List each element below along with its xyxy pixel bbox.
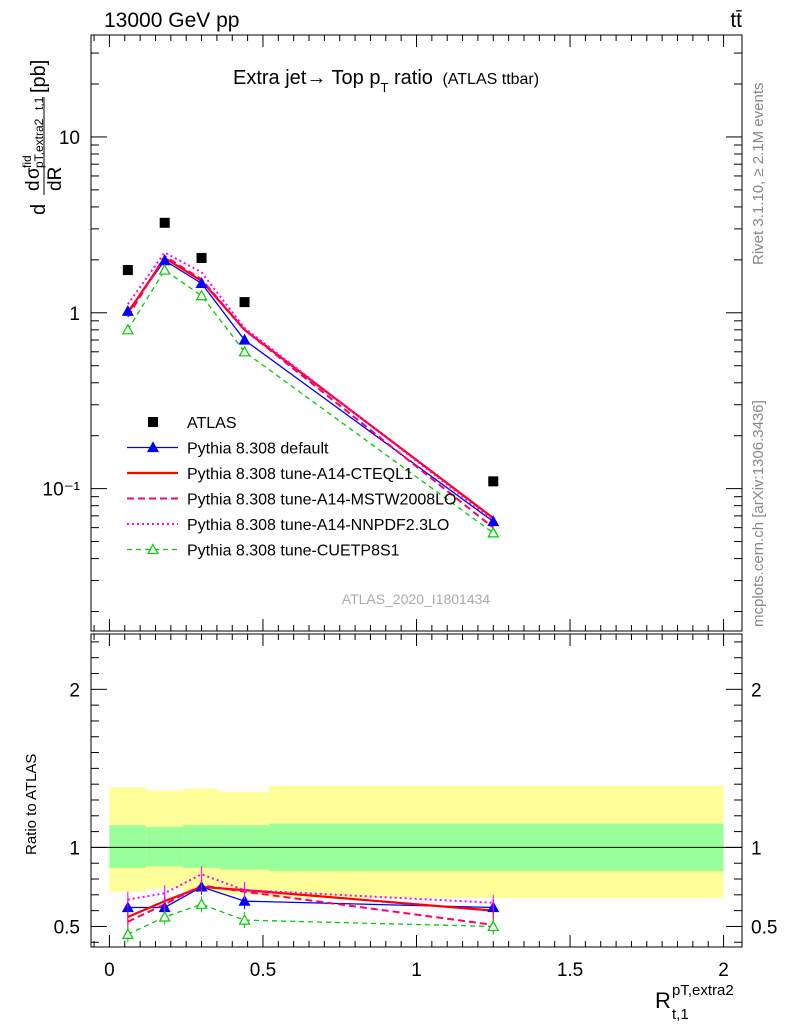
x-label-main: R xyxy=(655,988,671,1013)
tick-labels: 0 0.5 1 1.5 2 10⁻¹ 1 10 0.5 0.5 1 1 2 2 xyxy=(43,128,778,981)
inner-band-bin xyxy=(183,825,220,868)
series-marker xyxy=(238,894,251,906)
uncertainty-bands xyxy=(91,785,742,898)
legend: ATLAS Pythia 8.308 default Pythia 8.308 tu… xyxy=(127,415,456,560)
x-tick-label: 0 xyxy=(104,960,115,981)
svg-text:t,1: t,1 xyxy=(32,96,46,110)
x-axis-label: R pT,extra2 t,1 xyxy=(655,982,734,1023)
svg-text:fid: fid xyxy=(20,155,34,168)
legend-entry: Pythia 8.308 tune-A14-CTEQL1 xyxy=(127,466,413,483)
atlas-data-point xyxy=(122,265,133,276)
ratio-y-tick-label-right: 2 xyxy=(751,680,762,701)
legend-entry: Pythia 8.308 tune-CUETP8S1 xyxy=(127,543,400,560)
atlas-data-point xyxy=(159,217,170,228)
series-marker xyxy=(487,515,500,527)
svg-text:[pb]: [pb] xyxy=(28,60,50,93)
legend-label: Pythia 8.308 tune-A14-MSTW2008LO xyxy=(187,492,456,509)
analysis-watermark: ATLAS_2020_I1801434 xyxy=(342,591,491,607)
ratio-y-tick-label: 2 xyxy=(69,680,80,701)
series-line-3-main xyxy=(126,254,494,529)
energy-label: 13000 GeV pp xyxy=(104,9,239,32)
process-label: tt̄ xyxy=(730,9,742,32)
rivet-label: Rivet 3.1.10, ≥ 2.1M events xyxy=(750,83,767,266)
svg-text:d: d xyxy=(23,180,44,191)
inner-band-bin xyxy=(146,826,184,867)
title-experiment: (ATLAS ttbar) xyxy=(442,71,539,88)
svg-text:pT,extra2: pT,extra2 xyxy=(32,118,46,168)
x-tick-label: 0.5 xyxy=(250,960,276,981)
series-marker xyxy=(121,928,134,939)
atlas-data-point xyxy=(239,297,250,308)
series-marker xyxy=(158,910,171,922)
legend-label: Pythia 8.308 tune-A14-CTEQL1 xyxy=(187,466,413,483)
x-tick-label: 2 xyxy=(718,960,729,981)
series-marker xyxy=(195,898,208,909)
x-label-sup: pT,extra2 xyxy=(672,982,734,999)
series-marker xyxy=(238,913,251,925)
ratio-y-tick-label-right: 1 xyxy=(751,838,762,859)
legend-marker xyxy=(146,543,160,555)
series-marker xyxy=(195,289,208,301)
series-marker xyxy=(238,333,251,345)
main-y-axis-label: d d σ fid pT,extra2 t,1 dR [pb] xyxy=(20,60,66,215)
plot-title: Extra jet→ Top pT ratio (ATLAS ttbar) xyxy=(233,67,539,95)
legend-entry: Pythia 8.308 tune-A14-MSTW2008LO xyxy=(127,492,456,509)
ratio-y-tick-label-right: 0.5 xyxy=(751,917,777,938)
ratio-y-axis-label: Ratio to ATLAS xyxy=(23,754,40,855)
series-marker xyxy=(487,920,500,932)
legend-label: Pythia 8.308 tune-A14-NNPDF2.3LO xyxy=(187,517,449,534)
axis-ticks xyxy=(91,35,742,947)
y-tick-label: 1 xyxy=(69,304,80,325)
atlas-data-point xyxy=(488,476,499,487)
series-line-5-ratio xyxy=(127,903,494,935)
series-marker xyxy=(195,277,208,288)
series-line-5-main xyxy=(127,269,494,534)
title-main: Extra jet→ Top p xyxy=(233,67,380,89)
svg-text:d: d xyxy=(28,204,50,215)
series-marker xyxy=(238,345,251,357)
series-marker xyxy=(121,305,134,316)
atlas-data-point xyxy=(196,252,207,263)
legend-swatch xyxy=(148,417,158,427)
y-tick-label: 10 xyxy=(59,128,80,149)
ratio-y-tick-label: 1 xyxy=(69,838,80,859)
legend-entry: Pythia 8.308 default xyxy=(127,441,329,458)
legend-entry: Pythia 8.308 tune-A14-NNPDF2.3LO xyxy=(127,517,449,534)
legend-label: Pythia 8.308 tune-CUETP8S1 xyxy=(187,543,400,560)
series-marker xyxy=(487,526,500,538)
title-sub: T xyxy=(380,80,388,95)
x-tick-label: 1 xyxy=(411,960,422,981)
ratio-y-tick-label: 0.5 xyxy=(54,917,80,938)
inner-band-bin xyxy=(109,825,147,868)
legend-entry: ATLAS xyxy=(148,415,237,432)
svg-text:σ: σ xyxy=(23,167,44,179)
legend-marker xyxy=(146,441,160,453)
series-line-4-main xyxy=(127,251,494,522)
x-label-sub: t,1 xyxy=(672,1006,689,1023)
legend-label: Pythia 8.308 default xyxy=(187,441,329,458)
y-tick-label: 10⁻¹ xyxy=(43,480,81,501)
svg-text:dR: dR xyxy=(45,167,66,191)
x-tick-label: 1.5 xyxy=(557,960,583,981)
series-marker xyxy=(158,263,171,275)
series-marker xyxy=(121,323,134,335)
title-suffix: ratio xyxy=(388,67,432,89)
legend-label: ATLAS xyxy=(187,415,237,432)
data-markers xyxy=(121,217,500,943)
mcplots-label: mcplots.cern.ch [arXiv:1306.3436] xyxy=(750,400,767,627)
